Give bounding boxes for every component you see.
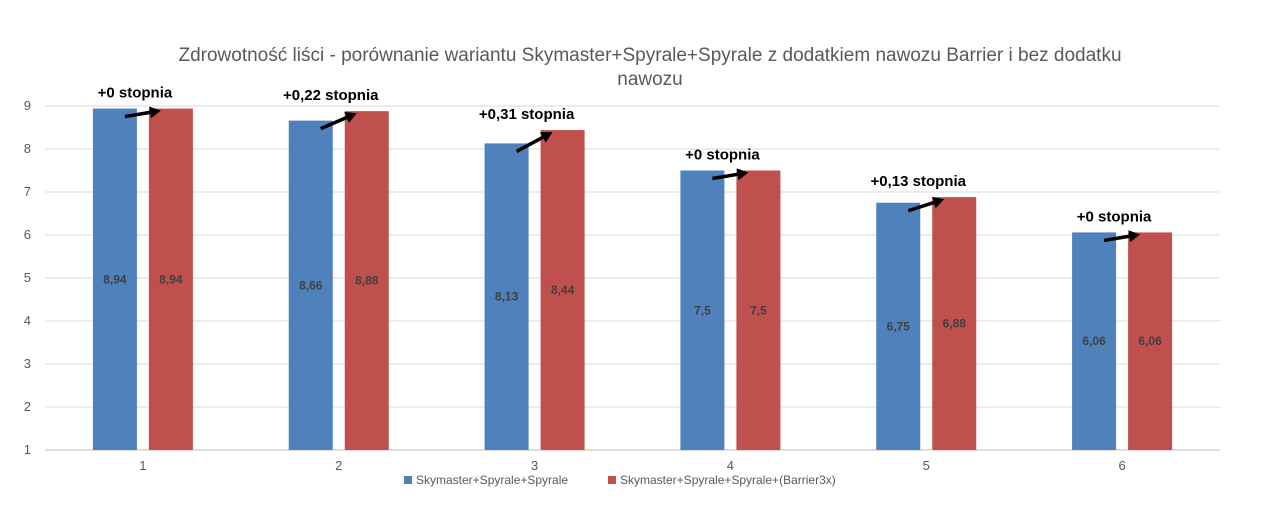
data-label: 7,5 [694,303,711,317]
change-arrow [1103,234,1130,243]
annotations: +0 stopnia +0,22 stopnia +0,31 stopnia +0 s… [98,85,1152,243]
data-label: 8,13 [495,290,519,304]
x-tick-label: 5 [923,458,930,473]
y-axis-ticks: 1 2 3 4 5 6 7 8 9 [24,98,31,457]
y-tick-label: 8 [24,141,31,156]
data-label: 7,5 [750,303,767,317]
data-label: 8,66 [299,278,323,292]
bar-series-1 [288,120,333,451]
change-arrow [124,110,151,119]
bar-series-2 [736,170,781,450]
legend-entry: Skymaster+Spyrale+Spyrale [416,473,568,487]
x-tick-label: 6 [1118,458,1125,473]
change-arrow-head [736,168,749,181]
difference-annotation: +0,31 stopnia [479,106,575,123]
x-tick-label: 3 [531,458,538,473]
difference-annotation: +0 stopnia [1077,208,1152,225]
bar-series-2 [540,130,585,450]
data-label: 6,75 [887,319,911,333]
difference-annotation: +0 stopnia [685,147,760,164]
data-label: 8,44 [551,283,575,297]
difference-annotation: +0 stopnia [98,85,173,102]
y-tick-label: 7 [24,184,31,199]
x-axis-ticks: 1 2 3 4 5 6 [139,458,1125,473]
bar-series-2 [344,111,389,450]
data-label: 6,06 [1138,334,1162,348]
x-tick-label: 2 [335,458,342,473]
bar-series-2 [932,197,977,450]
change-arrow [907,200,935,213]
y-tick-label: 2 [24,399,31,414]
y-tick-label: 6 [24,227,31,242]
bar-series-1 [484,143,529,450]
bar-series-1 [876,202,921,450]
bar-series-2 [1128,232,1173,450]
data-label: 8,88 [355,274,379,288]
change-arrow [320,115,348,131]
change-arrow-head [149,106,161,119]
chart-title: Zdrowotność liści - porównanie wariantu … [178,45,1122,90]
difference-annotation: +0,13 stopnia [871,173,967,190]
change-arrow-head [540,131,553,143]
x-tick-label: 1 [139,458,146,473]
y-tick-label: 4 [24,313,31,328]
data-label: 8,94 [103,272,127,286]
bars: 8,94 8,94 8,66 8,88 8,13 8,44 7,5 7,5 6,75 6,88 6,… [92,108,1173,451]
y-tick-label: 1 [24,442,31,457]
difference-annotation: +0,22 stopnia [283,87,379,104]
legend-swatch [608,476,616,484]
change-arrow-head [931,196,945,209]
y-tick-label: 3 [24,356,31,371]
bar-series-1 [680,170,725,450]
data-label: 6,06 [1082,334,1106,348]
bar-series-1 [92,108,137,450]
x-tick-label: 4 [727,458,734,473]
legend: Skymaster+Spyrale+Spyrale Skymaster+Spyra… [404,473,836,487]
data-label: 6,88 [943,317,967,331]
data-label: 8,94 [159,272,183,286]
legend-swatch [404,476,412,484]
y-tick-label: 5 [24,270,31,285]
change-arrow-head [1128,230,1141,243]
change-arrow [712,172,738,181]
legend-entry: Skymaster+Spyrale+Spyrale+(Barrier3x) [620,473,836,487]
bar-series-2 [148,108,193,450]
gridlines [45,105,1220,451]
y-tick-label: 9 [24,98,31,113]
bar-series-1 [1072,232,1117,450]
change-arrow-head [344,111,357,124]
change-arrow [515,135,544,153]
